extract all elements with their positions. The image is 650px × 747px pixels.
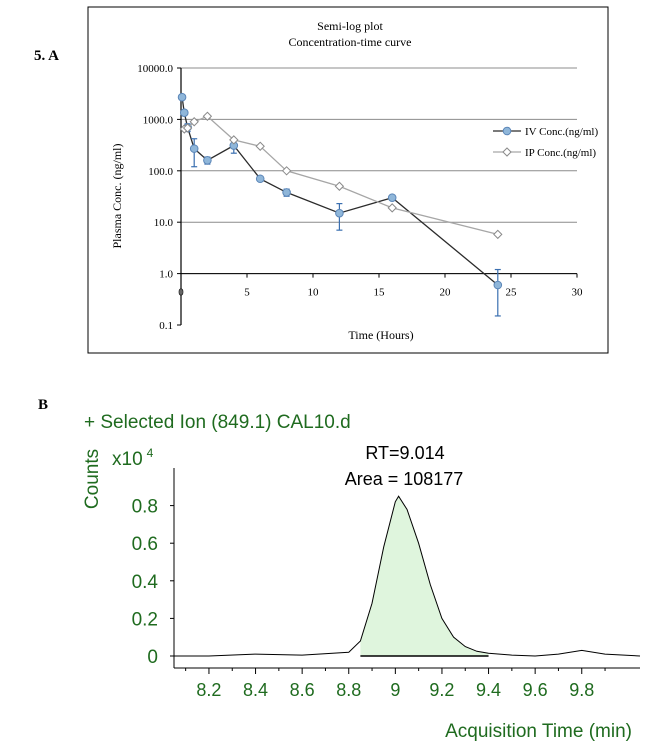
chart-b-y-ticks: 0 0.2 0.4 0.6 0.8	[132, 497, 174, 668]
data-point	[387, 193, 397, 202]
data-point	[335, 208, 344, 218]
chart-a-y-tick-label: 100.0	[148, 166, 173, 178]
data-point	[282, 188, 291, 197]
chart-b-series	[174, 495, 641, 657]
chart-b-y-tick-label: 0.4	[132, 572, 159, 593]
chart-b-x-tick-label: 9.6	[523, 680, 548, 700]
chart-a-x-tick-label: 15	[374, 287, 386, 299]
chart-b-annotation-rt: RT=9.014	[365, 443, 444, 463]
chart-b-axes	[173, 468, 640, 669]
chart-a-x-tick-label: 30	[572, 287, 584, 299]
chart-b-y-scale-base: x10	[112, 449, 143, 470]
chart-a-x-ticks: 0 5 10 15 20 25 30	[178, 273, 584, 299]
legend-marker-ip	[502, 147, 512, 157]
chart-b-title: + Selected Ion (849.1) CAL10.d	[84, 412, 351, 433]
concentration-time-chart: Semi-log plot Concentration-time curve 1…	[87, 6, 609, 354]
chart-a-x-tick-label: 25	[506, 287, 518, 299]
chart-b-y-axis-label: Counts	[82, 449, 103, 509]
panel-label-a: 5. A	[34, 48, 60, 64]
peak-area-fill	[360, 496, 489, 656]
legend-item-iv: IV Conc.(ng/ml)	[493, 126, 598, 138]
chromatogram-trace	[174, 495, 641, 657]
chart-a-y-tick-label: 0.1	[159, 320, 173, 332]
chart-b-x-tick-label: 9.2	[429, 680, 454, 700]
legend-item-ip: IP Conc.(ng/ml)	[493, 147, 596, 159]
data-point	[493, 280, 503, 290]
chart-b-y-scale-exponent: 4	[147, 446, 154, 460]
data-point	[493, 229, 503, 240]
data-point	[182, 123, 193, 133]
legend-marker-iv	[502, 126, 512, 136]
chart-a-x-tick-label: 5	[244, 287, 250, 299]
data-point	[180, 108, 189, 118]
chart-a-legend: IV Conc.(ng/ml) IP Conc.(ng/ml)	[493, 126, 598, 159]
chart-a-series	[177, 92, 503, 317]
chart-b-x-tick-label: 9.8	[569, 680, 594, 700]
data-point	[334, 181, 345, 191]
series-line-1	[184, 115, 498, 236]
chart-b-y-tick-label: 0	[147, 647, 158, 668]
chart-a-x-tick-label: 10	[308, 287, 320, 299]
chart-a-x-axis-label: Time (Hours)	[348, 328, 413, 342]
chart-b-x-tick-label: 8.4	[243, 680, 268, 700]
chart-b-annotation-area: Area = 108177	[345, 469, 464, 489]
chart-b-x-tick-label: 8.6	[290, 680, 315, 700]
data-point	[255, 141, 265, 151]
chart-a-y-tick-label: 10.0	[154, 217, 174, 229]
data-point	[281, 166, 292, 176]
chart-b-y-tick-label: 0.8	[132, 497, 158, 518]
chart-a-y-tick-label: 1000.0	[143, 114, 174, 126]
chart-a-y-tick-label: 1.0	[159, 269, 173, 281]
chart-b-y-scale-label: x10 4	[112, 446, 154, 470]
panel-label-b: B	[38, 397, 49, 413]
chart-b-y-tick-label: 0.6	[132, 534, 158, 555]
chart-b-y-tick-label: 0.2	[132, 609, 158, 630]
legend-label-ip: IP Conc.(ng/ml)	[525, 147, 596, 159]
chart-a-y-tick-label: 10000.0	[137, 63, 173, 75]
data-point	[189, 144, 199, 153]
data-point	[189, 117, 199, 127]
chart-a-series-1	[179, 111, 503, 240]
chart-b-x-tick-label: 9.4	[476, 680, 501, 700]
chart-a-y-axis-label: Plasma Conc. (ng/ml)	[110, 144, 124, 249]
chart-b-x-tick-label: 8.8	[336, 680, 361, 700]
chart-a-series-0	[177, 92, 503, 317]
chart-a-y-ticks: 10000.0 1000.0 100.0 10.0 1.0 0.1	[137, 63, 181, 332]
chart-b-x-tick-label: 8.2	[196, 680, 221, 700]
chart-a-title: Semi-log plot	[317, 19, 383, 33]
chart-a-x-tick-label: 0	[178, 287, 184, 299]
chart-b-x-ticks: 8.2 8.4 8.6 8.8 9 9.2 9.4 9.6 9.8	[185, 668, 606, 700]
chart-b-x-tick-label: 9	[390, 680, 400, 700]
data-point	[202, 111, 213, 121]
chart-b-x-axis-label: Acquisition Time (min)	[445, 721, 632, 742]
data-point	[387, 203, 397, 213]
data-point	[177, 92, 187, 102]
chart-a-frame	[87, 6, 609, 354]
legend-label-iv: IV Conc.(ng/ml)	[525, 126, 598, 138]
chart-a-subtitle: Concentration-time curve	[289, 35, 412, 49]
chart-a-x-tick-label: 20	[440, 287, 452, 299]
data-point	[255, 174, 265, 184]
data-point	[229, 135, 239, 145]
data-point	[203, 156, 212, 165]
